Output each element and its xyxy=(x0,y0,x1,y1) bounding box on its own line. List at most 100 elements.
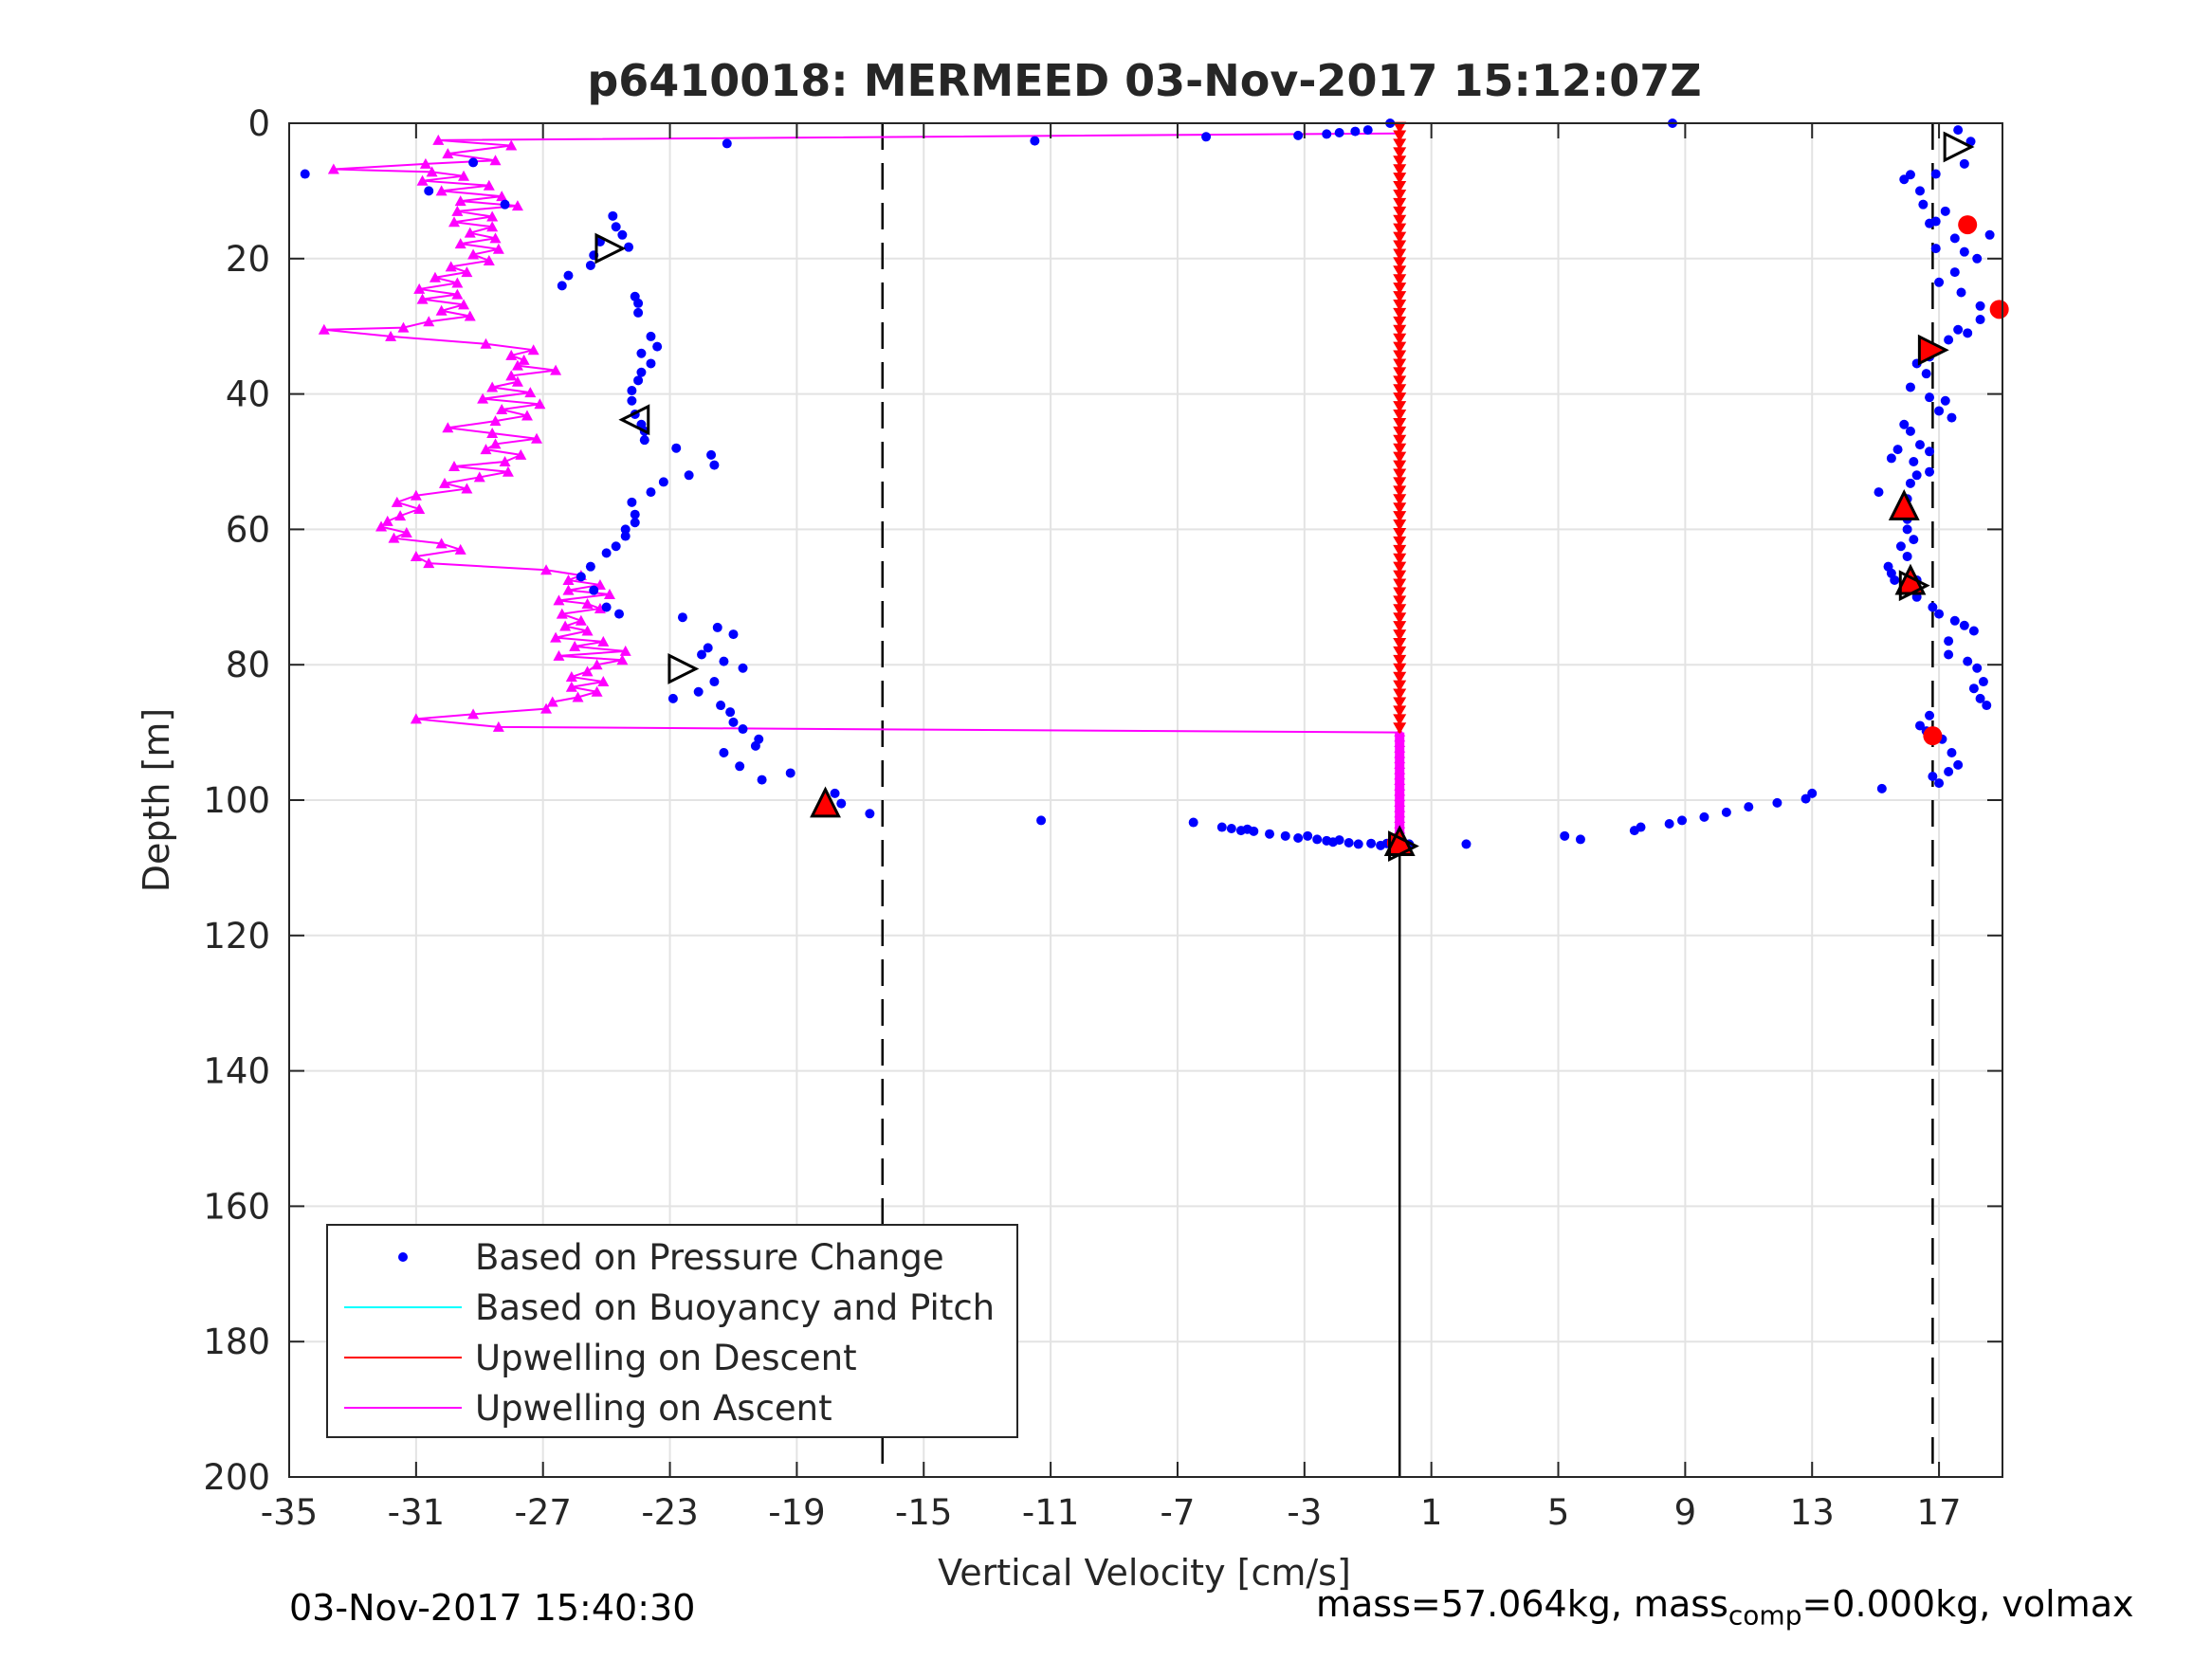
pressure-point xyxy=(1972,253,1983,264)
x-tick-label: -15 xyxy=(895,1492,952,1533)
descent-marker xyxy=(1393,578,1407,591)
pressure-point xyxy=(652,341,663,352)
ascent-marker xyxy=(489,415,502,427)
pressure-point xyxy=(836,798,847,809)
pressure-point xyxy=(1560,830,1570,841)
pressure-point xyxy=(1744,802,1754,812)
pressure-point xyxy=(1807,788,1818,798)
ascent-marker xyxy=(565,671,577,683)
pressure-point xyxy=(633,375,644,386)
pressure-point xyxy=(1265,829,1275,839)
ascent-column-marker xyxy=(1394,813,1406,823)
pressure-point xyxy=(1575,834,1585,845)
pressure-point xyxy=(646,487,656,498)
ascent-marker xyxy=(477,392,489,404)
descent-marker xyxy=(1393,595,1407,608)
pressure-point xyxy=(757,775,767,785)
pressure-point xyxy=(728,717,739,727)
y-tick-label: 180 xyxy=(203,1322,270,1362)
pressure-point xyxy=(1940,206,1950,216)
pressure-point xyxy=(1293,832,1304,843)
descent-marker xyxy=(1393,265,1407,278)
descent-marker xyxy=(1393,587,1407,599)
triangle-marker xyxy=(1943,131,1975,163)
pressure-point xyxy=(1899,419,1910,429)
pressure-point xyxy=(1911,470,1922,481)
y-tick-label: 60 xyxy=(226,509,270,550)
ascent-marker xyxy=(385,330,397,341)
descent-marker xyxy=(1393,121,1407,134)
ascent-marker xyxy=(511,375,523,387)
x-tick-label: -11 xyxy=(1022,1492,1079,1533)
pressure-point xyxy=(576,572,586,582)
mass-tail: =0.000kg, volmax xyxy=(1801,1583,2134,1625)
pressure-point xyxy=(1362,125,1373,136)
pressure-point xyxy=(719,656,729,666)
pressure-point xyxy=(1949,233,1960,244)
pressure-point xyxy=(1975,693,1985,703)
descent-marker xyxy=(1393,443,1407,455)
x-tick-label: -3 xyxy=(1287,1492,1322,1533)
pressure-point xyxy=(1334,835,1344,846)
ascent-marker xyxy=(480,337,492,349)
ascent-column-marker xyxy=(1394,781,1406,791)
pressure-point xyxy=(1876,783,1887,793)
ascent-marker xyxy=(375,520,388,532)
pressure-point xyxy=(1953,759,1964,770)
ascent-marker xyxy=(527,344,539,356)
pressure-point xyxy=(1636,822,1646,832)
pressure-point xyxy=(671,443,682,453)
pressure-point xyxy=(1934,277,1945,287)
ascent-column-marker xyxy=(1394,759,1406,769)
ascent-marker xyxy=(318,323,330,335)
pressure-point xyxy=(1968,684,1979,694)
descent-marker xyxy=(1393,451,1407,464)
pressure-point xyxy=(563,270,574,281)
ascent-marker xyxy=(458,299,470,310)
pressure-point xyxy=(709,677,720,687)
x-tick-label: 17 xyxy=(1917,1492,1962,1533)
triangle-marker xyxy=(1917,334,1949,366)
mass-text: mass=57.064kg, mass xyxy=(1316,1583,1728,1625)
x-tick-label: -7 xyxy=(1161,1492,1196,1533)
pressure-point xyxy=(1956,287,1966,298)
ascent-marker xyxy=(496,191,508,202)
ascent-marker xyxy=(575,614,587,626)
triangle-marker xyxy=(618,404,650,436)
pressure-point xyxy=(712,622,722,632)
descent-marker xyxy=(1393,426,1407,438)
descent-marker xyxy=(1393,434,1407,447)
ascent-marker xyxy=(531,432,543,444)
ascent-column-marker xyxy=(1394,749,1406,758)
ascent-column-marker xyxy=(1394,738,1406,748)
descent-marker xyxy=(1393,688,1407,701)
descent-marker xyxy=(1393,214,1407,227)
descent-marker xyxy=(1393,654,1407,666)
ascent-marker xyxy=(616,654,629,665)
pressure-point xyxy=(1905,170,1915,180)
ascent-marker xyxy=(581,625,594,636)
ascent-marker xyxy=(442,148,454,159)
pressure-point xyxy=(585,561,595,572)
pressure-point xyxy=(1978,677,1988,687)
descent-marker xyxy=(1393,612,1407,625)
ascent-marker xyxy=(553,649,565,661)
descent-marker xyxy=(1393,520,1407,532)
pressure-point xyxy=(1699,811,1709,822)
pressure-point xyxy=(716,701,726,711)
pressure-point xyxy=(709,460,720,470)
pressure-point xyxy=(1934,609,1945,619)
ascent-marker xyxy=(511,359,523,371)
pressure-point xyxy=(1934,406,1945,416)
pressure-point xyxy=(624,242,634,252)
pressure-point xyxy=(1350,126,1361,137)
ascent-marker xyxy=(483,254,495,265)
pressure-point xyxy=(1366,838,1377,848)
ascent-marker xyxy=(467,708,480,720)
ascent-marker xyxy=(505,370,518,381)
descent-marker xyxy=(1393,680,1407,692)
descent-marker xyxy=(1393,663,1407,675)
ascent-marker xyxy=(572,691,584,702)
descent-marker xyxy=(1393,468,1407,481)
pressure-point xyxy=(1909,535,1919,545)
